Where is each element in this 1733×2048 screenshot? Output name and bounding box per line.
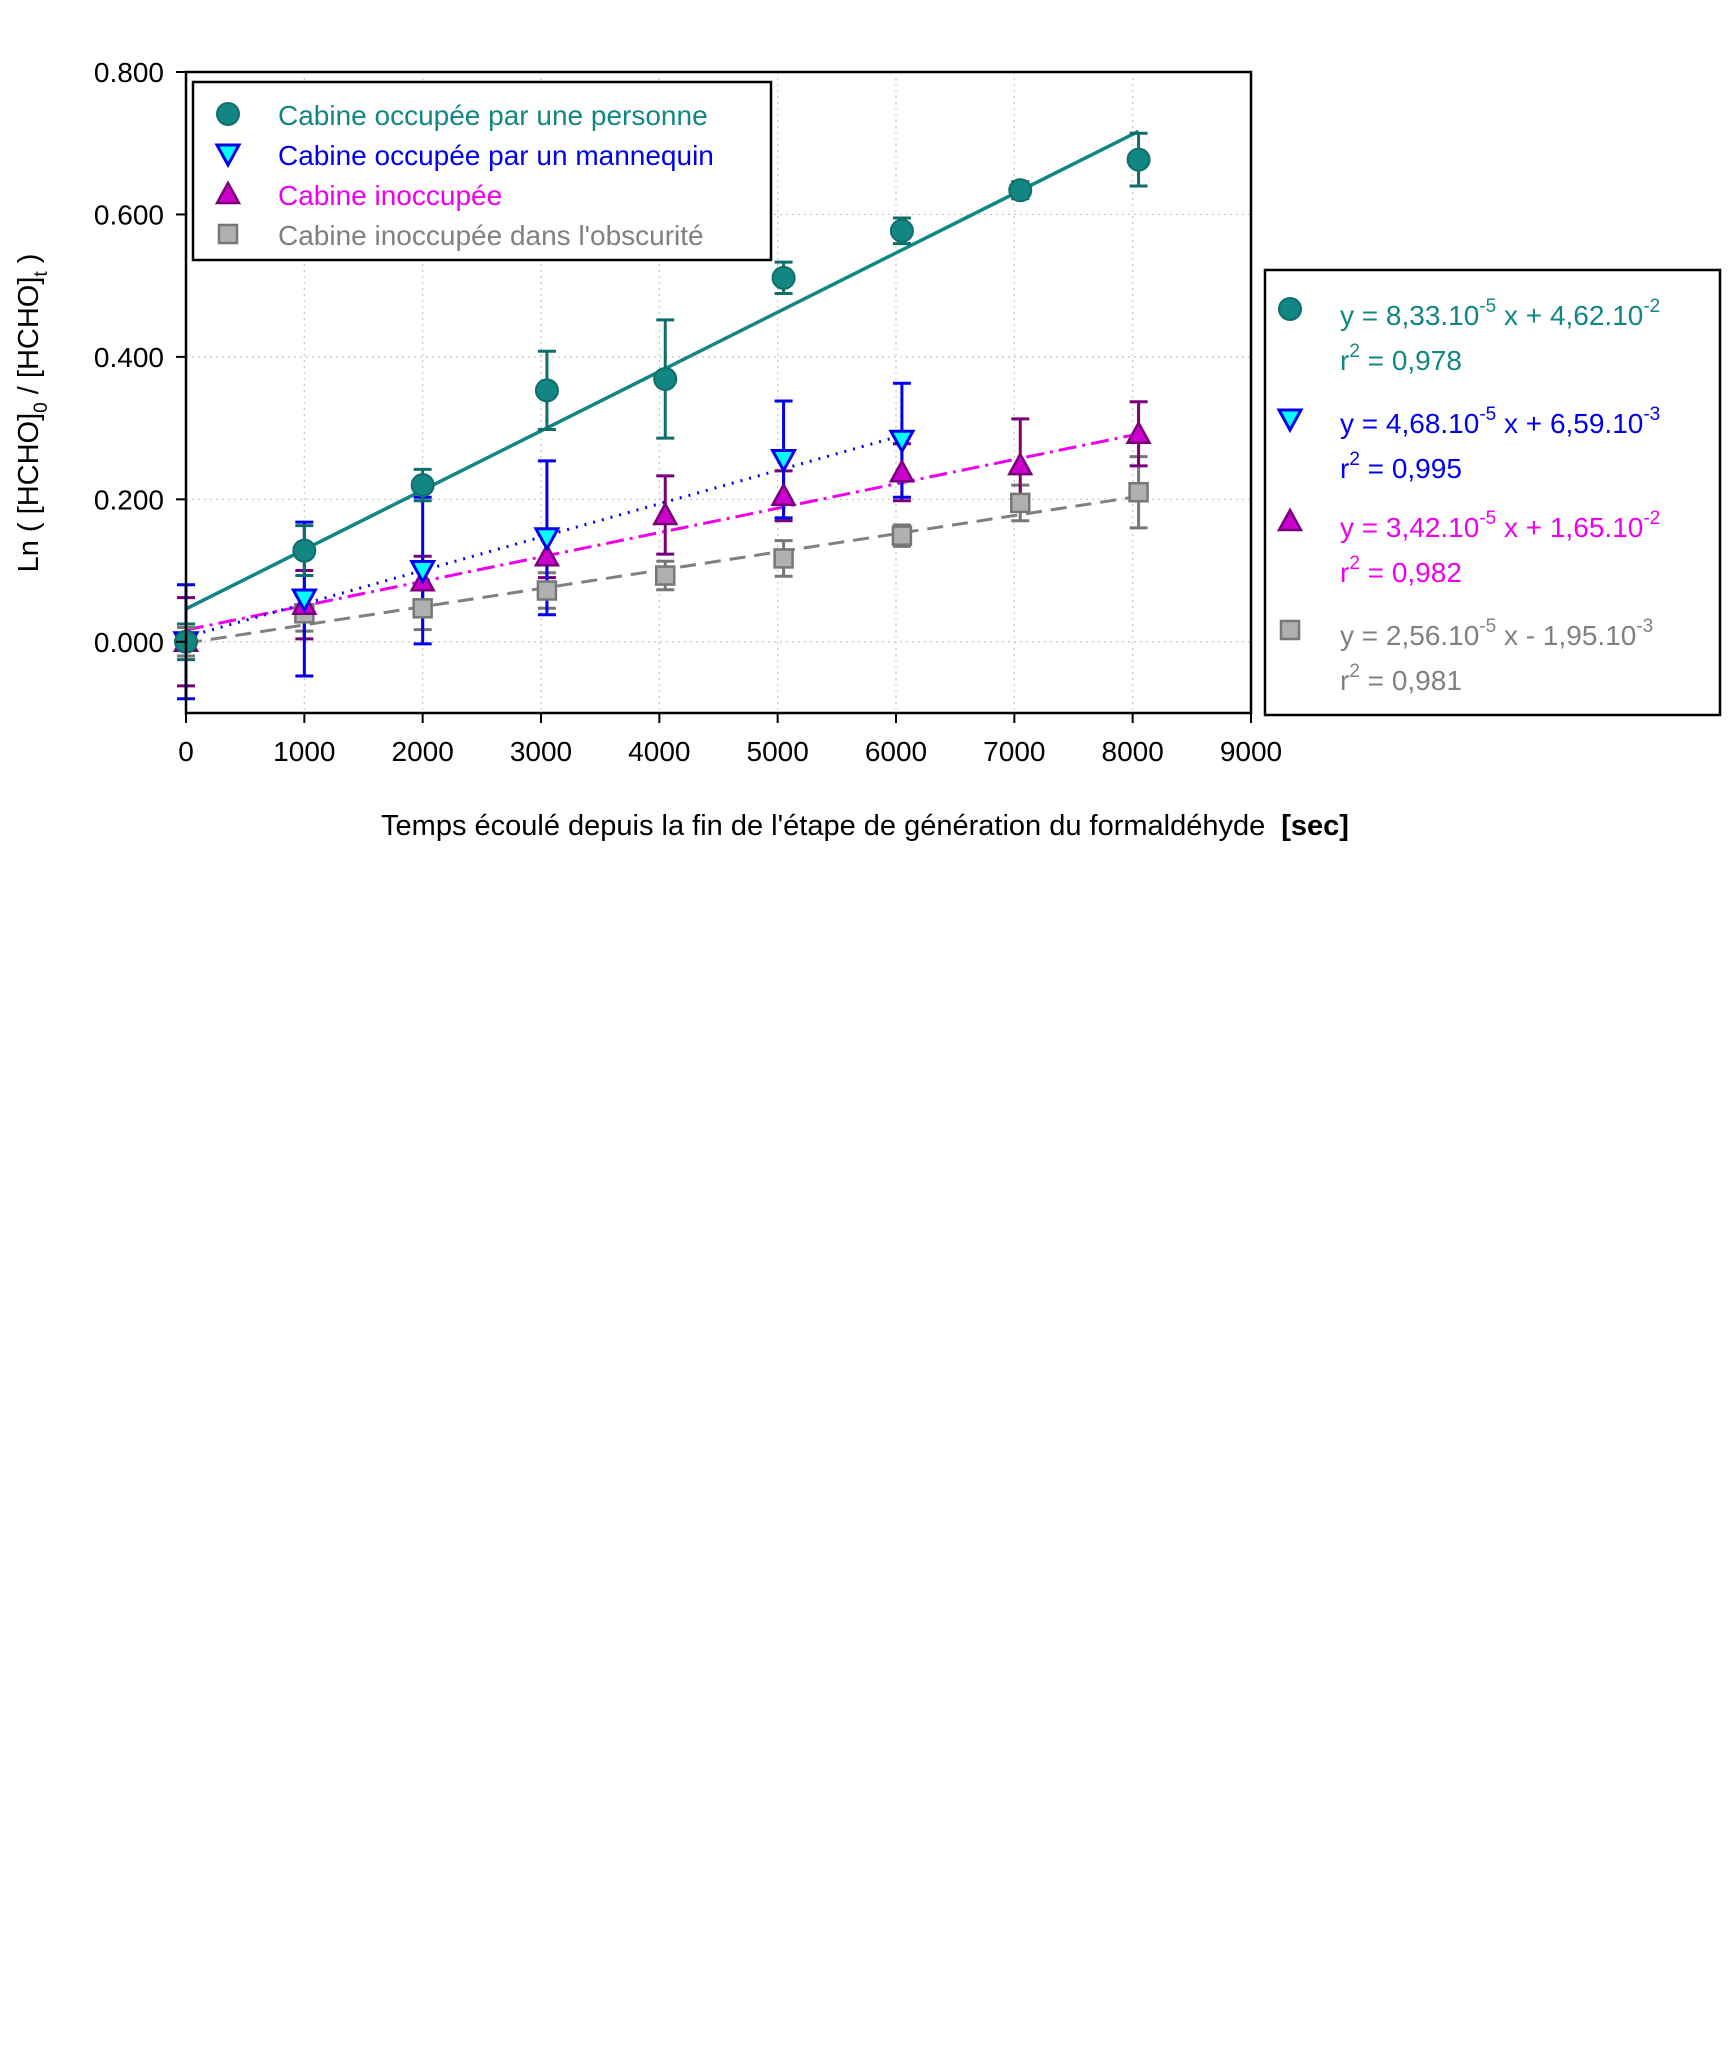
equation-marker-0 bbox=[1278, 297, 1302, 321]
data-point-s2-4 bbox=[652, 501, 679, 526]
legend-marker-2 bbox=[214, 180, 242, 205]
data-point-s2-5 bbox=[770, 482, 797, 507]
y-axis-title-sub-t: t bbox=[31, 271, 52, 277]
legend-box bbox=[191, 80, 773, 262]
r2-inoccupee: r2 = 0,982 bbox=[1340, 553, 1462, 588]
data-point-s0-4 bbox=[653, 366, 678, 391]
y-axis-title-sub-0: 0 bbox=[31, 402, 52, 413]
y-tick-label-0.600: 0.600 bbox=[94, 199, 164, 230]
legend-label-personne: Cabine occupée par une personne bbox=[278, 100, 708, 131]
fit-line-series-2 bbox=[185, 432, 1139, 632]
data-point-s3-3 bbox=[536, 580, 558, 601]
data-point-s2-6 bbox=[888, 458, 916, 483]
equation-obscurite: y = 2,56.10-5 x - 1,95.10-3 bbox=[1340, 616, 1653, 651]
data-point-s3-2 bbox=[412, 598, 433, 619]
data-point-s3-7 bbox=[1010, 492, 1031, 514]
x-tick-label-0: 0 bbox=[178, 736, 194, 767]
equation-markers bbox=[1276, 297, 1304, 641]
legend-label-inoccupee: Cabine inoccupée bbox=[278, 180, 502, 211]
y-tick-label-0.000: 0.000 bbox=[94, 627, 164, 658]
data-point-s0-1 bbox=[292, 538, 317, 563]
data-point-s1-3 bbox=[533, 527, 561, 552]
r2-obscurite: r2 = 0,981 bbox=[1340, 661, 1462, 696]
plot-frame bbox=[184, 70, 1253, 715]
x-axis: 0 1000 2000 3000 4000 5000 6000 7000 8000 9000 bbox=[178, 713, 1282, 767]
x-tick-label-8000: 8000 bbox=[1102, 736, 1164, 767]
r2-mannequin: r2 = 0,995 bbox=[1340, 449, 1462, 484]
data-point-s0-5 bbox=[771, 265, 796, 290]
data-point-s2-3 bbox=[533, 542, 561, 567]
data-point-s0-8 bbox=[1126, 147, 1151, 172]
x-tick-label-7000: 7000 bbox=[983, 736, 1045, 767]
data-point-s1-2 bbox=[409, 560, 437, 585]
y-tick-label-0.400: 0.400 bbox=[94, 342, 164, 373]
x-tick-label-2000: 2000 bbox=[392, 736, 454, 767]
x-tick-label-1000: 1000 bbox=[273, 736, 335, 767]
data-point-s3-6 bbox=[891, 525, 913, 546]
x-tick-label-3000: 3000 bbox=[510, 736, 572, 767]
data-point-s1-5 bbox=[888, 429, 916, 455]
x-tick-label-6000: 6000 bbox=[865, 736, 927, 767]
equation-box: y = 8,33.10-5 x + 4,62.10-2 r2 = 0,978 y… bbox=[1263, 268, 1722, 717]
y-axis-title-part-3: ) bbox=[13, 254, 45, 272]
equation-marker-3 bbox=[1279, 619, 1301, 641]
legend-label-mannequin: Cabine occupée par un mannequin bbox=[278, 140, 714, 171]
equation-personne: y = 8,33.10-5 x + 4,62.10-2 bbox=[1340, 296, 1660, 331]
data-point-s3-8 bbox=[1128, 481, 1149, 503]
legend-markers bbox=[214, 102, 242, 245]
data-point-s2-8 bbox=[1125, 420, 1152, 445]
y-axis-title: Ln ( [HCHO]0 / [HCHO]t ) bbox=[13, 254, 52, 573]
data-point-s0-2 bbox=[410, 473, 435, 498]
data-markers bbox=[172, 147, 1152, 656]
x-axis-unit: [sec] bbox=[1281, 810, 1349, 842]
data-point-s1-1 bbox=[290, 588, 318, 614]
equation-marker-1 bbox=[1276, 408, 1304, 434]
x-axis-title-text: Temps écoulé depuis la fin de l'étape de… bbox=[381, 810, 1265, 842]
y-axis-title-part-1: Ln ( [HCHO] bbox=[13, 413, 45, 573]
r2-personne: r2 = 0,978 bbox=[1340, 341, 1462, 376]
data-point-s3-4 bbox=[655, 565, 676, 586]
equation-mannequin: y = 4,68.10-5 x + 6,59.10-3 bbox=[1340, 404, 1660, 439]
data-point-s0-7 bbox=[1008, 178, 1033, 203]
y-axis-title-part-2: / [HCHO] bbox=[13, 277, 45, 403]
x-tick-label-5000: 5000 bbox=[747, 736, 809, 767]
legend-marker-3 bbox=[217, 223, 239, 245]
y-axis: 0.000 0.200 0.400 0.600 0.800 bbox=[94, 57, 186, 658]
legend: Cabine occupée par une personne Cabine o… bbox=[191, 80, 773, 262]
equation-inoccupee: y = 3,42.10-5 x + 1,65.10-2 bbox=[1340, 508, 1660, 543]
data-point-s1-4 bbox=[770, 448, 798, 474]
x-tick-label-9000: 9000 bbox=[1220, 736, 1282, 767]
x-axis-title: Temps écoulé depuis la fin de l'étape de… bbox=[381, 810, 1349, 842]
data-point-s0-3 bbox=[534, 378, 559, 403]
equation-box-frame bbox=[1263, 268, 1722, 717]
data-point-s3-5 bbox=[773, 548, 794, 569]
y-tick-label-0.200: 0.200 bbox=[94, 484, 164, 515]
legend-label-obscurite: Cabine inoccupée dans l'obscurité bbox=[278, 220, 704, 251]
legend-marker-1 bbox=[214, 143, 242, 169]
x-tick-label-4000: 4000 bbox=[628, 736, 690, 767]
data-point-s0-6 bbox=[889, 218, 914, 243]
equation-marker-2 bbox=[1276, 507, 1304, 532]
legend-marker-0 bbox=[216, 102, 240, 126]
data-point-s2-7 bbox=[1007, 451, 1034, 476]
y-tick-label-0.800: 0.800 bbox=[94, 57, 164, 88]
